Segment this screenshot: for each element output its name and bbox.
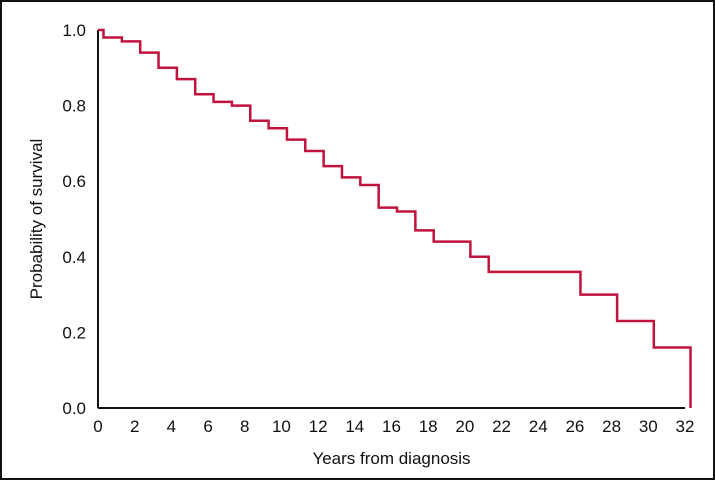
axes (97, 30, 685, 409)
x-tick-label: 20 (455, 417, 474, 436)
x-tick-label: 8 (240, 417, 249, 436)
x-tick-label: 22 (492, 417, 511, 436)
y-tick-label: 0.2 (62, 323, 86, 342)
x-tick-label: 30 (639, 417, 658, 436)
x-tick-label: 4 (167, 417, 176, 436)
x-tick-label: 28 (602, 417, 621, 436)
y-axis-label: Probability of survival (27, 139, 46, 300)
x-tick-label: 2 (130, 417, 139, 436)
x-tick-label: 26 (565, 417, 584, 436)
x-tick-label: 6 (203, 417, 212, 436)
x-tick-label: 32 (676, 417, 695, 436)
x-tick-label: 0 (93, 417, 102, 436)
y-tick-label: 1.0 (62, 21, 86, 40)
survival-step-line (98, 28, 692, 408)
x-tick-label: 14 (345, 417, 364, 436)
x-tick-label: 10 (272, 417, 291, 436)
ticks: 0 2 4 6 8 10 12 14 16 18 20 22 24 26 28 30 320.00.20.40.… (62, 21, 694, 436)
y-tick-label: 0.0 (62, 399, 86, 418)
y-tick-label: 0.4 (62, 248, 86, 267)
x-tick-label: 16 (382, 417, 401, 436)
x-tick-label: 12 (309, 417, 328, 436)
series (98, 28, 692, 408)
x-axis-label: Years from diagnosis (312, 449, 470, 468)
x-tick-label: 18 (419, 417, 438, 436)
x-tick-label: 24 (529, 417, 548, 436)
y-tick-label: 0.8 (62, 97, 86, 116)
y-tick-label: 0.6 (62, 172, 86, 191)
